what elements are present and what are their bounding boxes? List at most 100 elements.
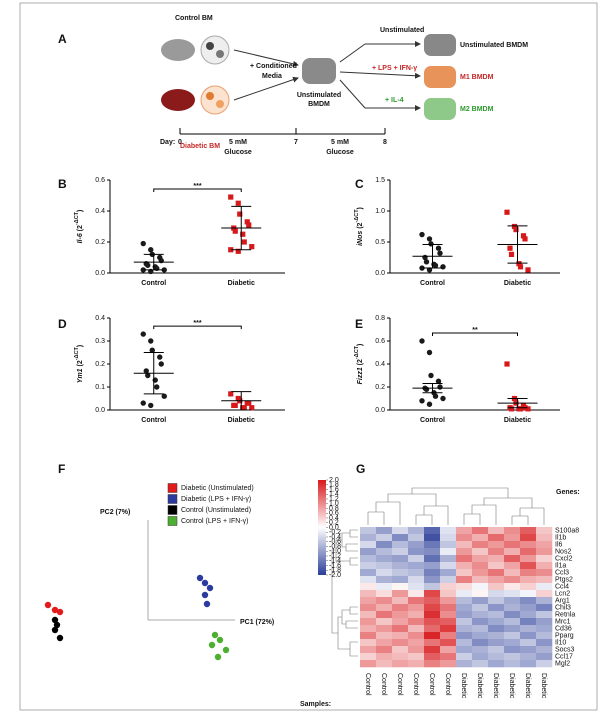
dendrogram <box>331 487 545 657</box>
y-tick-label: 1.5 <box>375 177 385 184</box>
heatmap-cell <box>408 611 425 619</box>
data-point <box>508 406 515 412</box>
colorbar-label: 0.2 <box>329 520 339 527</box>
panel-letter: F <box>58 462 65 476</box>
data-point <box>423 259 430 265</box>
arrow <box>339 79 366 109</box>
heatmap-cell <box>488 555 505 563</box>
colorbar-label: 0.0 <box>329 524 339 531</box>
panel-letter: D <box>58 317 67 331</box>
heatmap-cell <box>440 604 457 612</box>
y-tick-label: 0.0 <box>95 407 105 414</box>
heatmap-cell <box>504 604 521 612</box>
heatmap-cell <box>360 576 377 584</box>
colorbar-label: 1.4 <box>329 491 339 498</box>
y-label-close: ) <box>77 210 84 212</box>
heatmap-cell <box>424 660 441 668</box>
heatmap-cell <box>520 611 537 619</box>
data-point <box>228 391 234 397</box>
y-label-close: ) <box>77 345 84 347</box>
data-point <box>246 400 252 406</box>
panel-letter: A <box>58 32 67 46</box>
heatmap-cell <box>488 639 505 647</box>
heatmap-cell <box>376 604 393 612</box>
heatmap-cell <box>536 583 553 591</box>
heatmap-cell <box>360 541 377 549</box>
heatmap-cell <box>376 653 393 661</box>
colorbar-label: 1.6 <box>329 486 339 493</box>
heatmap-cell <box>472 639 489 647</box>
heatmap-cell <box>504 639 521 647</box>
data-point <box>426 267 433 273</box>
data-point <box>148 338 154 344</box>
heatmap-cell <box>472 660 489 668</box>
heatmap-cell <box>376 646 393 654</box>
heatmap-cell <box>392 660 409 668</box>
heatmap-cell <box>456 569 473 577</box>
heatmap-cell <box>408 660 425 668</box>
heatmap-cell <box>360 660 377 668</box>
heatmap-cell <box>520 541 537 549</box>
dish-icon <box>424 66 456 88</box>
heatmap-cell <box>456 562 473 570</box>
y-axis-label: Il-6 (2-ΔCT) <box>74 210 83 244</box>
column-label: Control <box>444 673 451 696</box>
heatmap-cell <box>456 576 473 584</box>
label: M2 BMDM <box>460 106 494 113</box>
colorbar-label: -1.0 <box>329 548 341 555</box>
y-label-base: (2 <box>357 359 364 367</box>
data-point <box>157 354 163 360</box>
heatmap-cell <box>456 534 473 542</box>
heatmap-cell <box>392 653 409 661</box>
y-label-gene: Il-6 <box>77 233 84 243</box>
heatmap-cell <box>408 625 425 633</box>
y-axis-label: Fizz1 (2-ΔCT) <box>354 344 363 385</box>
colorbar-label: 1.0 <box>329 501 339 508</box>
data-point <box>51 606 59 614</box>
data-point <box>240 231 246 237</box>
legend-label: Control (LPS + IFN-γ) <box>181 518 249 525</box>
heatmap-cell <box>520 597 537 605</box>
colorbar-label: 0.4 <box>329 515 339 522</box>
significance-label: *** <box>193 183 201 190</box>
row-label: Ptgs2 <box>555 576 573 583</box>
colorbar-label: -0.8 <box>329 543 341 550</box>
heatmap-cell <box>520 632 537 640</box>
column-label: Control <box>428 673 435 696</box>
heatmap-cell <box>488 590 505 598</box>
heatmap-cell <box>488 646 505 654</box>
arrow <box>233 76 299 101</box>
heatmap-cell <box>504 548 521 556</box>
heatmap-cell <box>504 597 521 605</box>
heatmap-cell <box>424 562 441 570</box>
x-tick-label: Control <box>420 417 445 424</box>
heatmap-cell <box>440 569 457 577</box>
label: Control BM <box>175 15 213 22</box>
heatmap-cell <box>472 541 489 549</box>
cell-icon <box>216 100 224 108</box>
heatmap-cell <box>472 527 489 535</box>
data-point <box>211 631 219 639</box>
heatmap-cell <box>408 632 425 640</box>
heatmap-cell <box>536 534 553 542</box>
data-point <box>419 398 425 404</box>
heatmap-cell <box>360 653 377 661</box>
heatmap-cell <box>536 527 553 535</box>
heatmap-cell <box>424 569 441 577</box>
label: Day: <box>160 139 175 146</box>
heatmap-cell <box>504 646 521 654</box>
heatmap-cell <box>392 527 409 535</box>
heatmap-cell <box>456 618 473 626</box>
row-label: Il1b <box>555 534 566 541</box>
label: Unstimulated <box>297 92 341 99</box>
heatmap-cell <box>392 604 409 612</box>
dish-icon <box>424 34 456 56</box>
heatmap-cell <box>376 590 393 598</box>
data-point <box>435 378 442 384</box>
y-tick-label: 0.4 <box>95 208 105 215</box>
data-point <box>44 601 52 609</box>
heatmap-cell <box>488 548 505 556</box>
heatmap-cell <box>536 625 553 633</box>
heatmap-cell <box>472 597 489 605</box>
